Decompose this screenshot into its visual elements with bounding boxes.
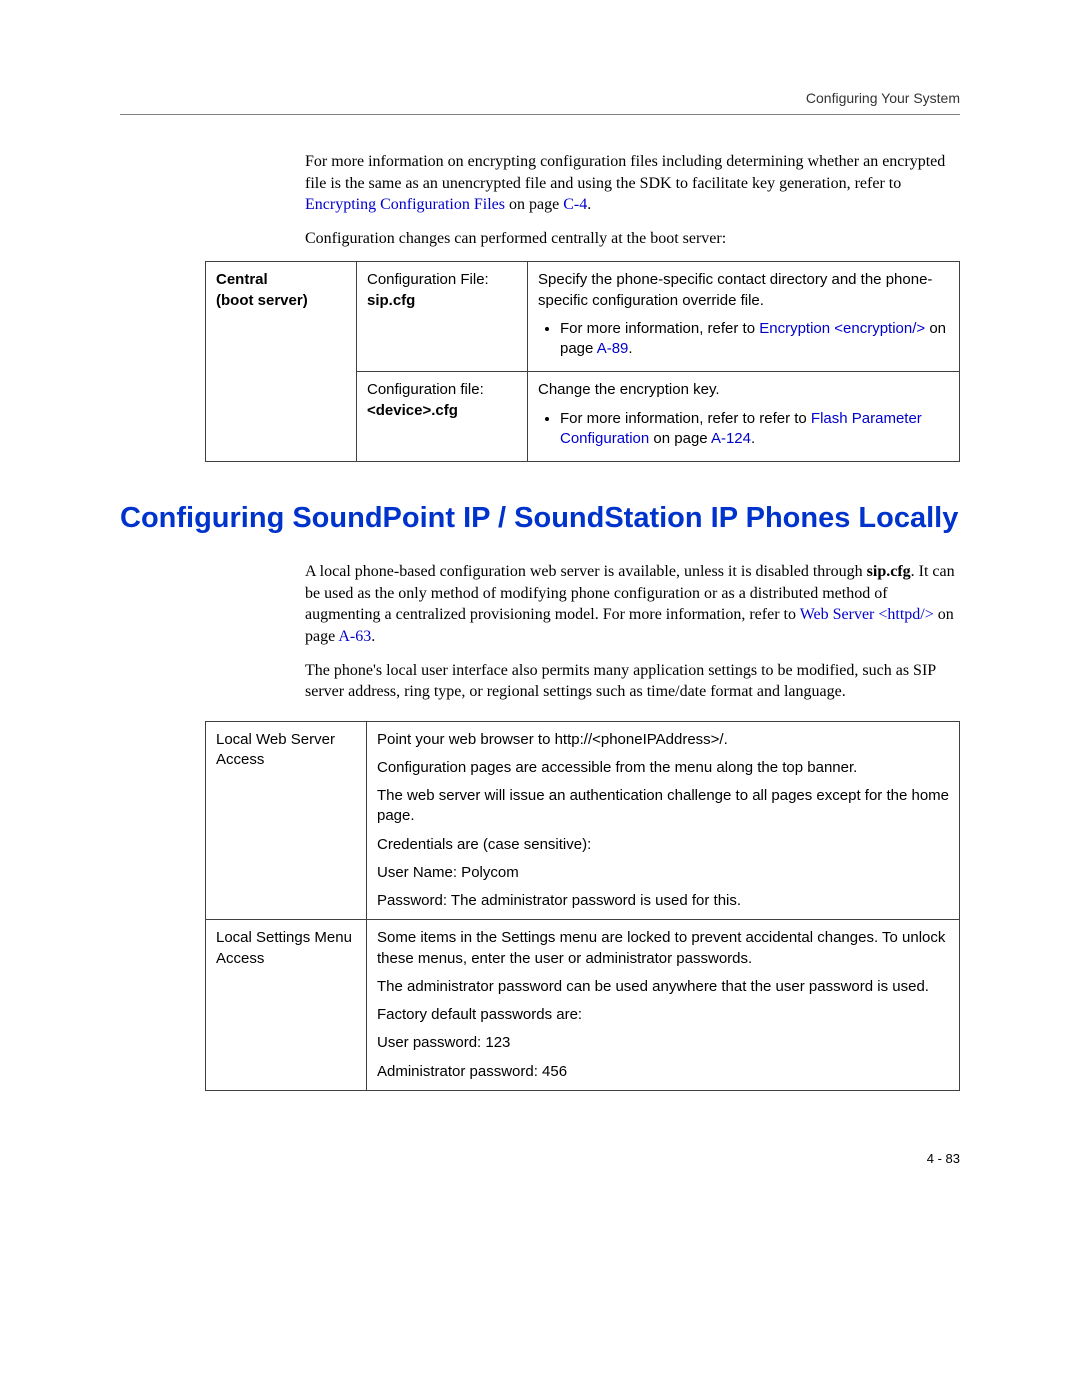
page-ref[interactable]: A-89: [597, 340, 629, 357]
text: sip.cfg: [367, 292, 415, 309]
text: .: [371, 628, 375, 645]
header-rule: [120, 114, 960, 115]
table-row: Local Settings Menu Access Some items in…: [206, 920, 960, 1091]
cell-sipcfg-desc: Specify the phone-specific contact direc…: [528, 262, 960, 372]
text-bold: sip.cfg: [867, 563, 911, 580]
text: Configuration pages are accessible from …: [377, 758, 949, 778]
text: Change the encryption key.: [538, 380, 949, 400]
page-number: 4 - 83: [120, 1151, 960, 1166]
link-encryption[interactable]: Encryption <encryption/>: [759, 320, 925, 337]
text: User Name: Polycom: [377, 863, 949, 883]
text: .: [628, 340, 632, 357]
text: Credentials are (case sensitive):: [377, 835, 949, 855]
page: Configuring Your System For more informa…: [0, 0, 1080, 1226]
text: on page: [649, 430, 711, 447]
cell-sipcfg: Configuration File: sip.cfg: [357, 262, 528, 372]
text: Some items in the Settings menu are lock…: [377, 928, 949, 969]
page-ref[interactable]: C-4: [563, 196, 587, 213]
cell-devicecfg: Configuration file: <device>.cfg: [357, 372, 528, 462]
text: <device>.cfg: [367, 402, 458, 419]
link-web-server[interactable]: Web Server <httpd/>: [800, 606, 934, 623]
text: Password: The administrator password is …: [377, 891, 949, 911]
text: Point your web browser to http://<phoneI…: [377, 730, 949, 750]
text: on page: [505, 196, 563, 213]
config-table-2: Local Web Server Access Point your web b…: [205, 721, 960, 1091]
intro-paragraph-2: Configuration changes can performed cent…: [305, 228, 960, 250]
text: Configuration file:: [367, 381, 484, 398]
text: For more information, refer to refer to: [560, 410, 811, 427]
text: Factory default passwords are:: [377, 1005, 949, 1025]
table-row: Central (boot server) Configuration File…: [206, 262, 960, 372]
section-paragraph-1: A local phone-based configuration web se…: [305, 561, 960, 647]
cell-local-settings-menu: Local Settings Menu Access: [206, 920, 367, 1091]
label: (boot server): [216, 292, 308, 309]
list-item: For more information, refer to refer to …: [560, 409, 949, 450]
table1-wrap: Central (boot server) Configuration File…: [205, 261, 960, 462]
text: The administrator password can be used a…: [377, 977, 949, 997]
intro-paragraph-1: For more information on encrypting confi…: [305, 151, 960, 216]
text: For more information, refer to: [560, 320, 759, 337]
bullet-list: For more information, refer to refer to …: [538, 409, 949, 450]
text: .: [751, 430, 755, 447]
text: The web server will issue an authenticat…: [377, 786, 949, 827]
label: Central: [216, 271, 268, 288]
text: Administrator password: 456: [377, 1062, 949, 1082]
text: .: [587, 196, 591, 213]
text: A local phone-based configuration web se…: [305, 563, 867, 580]
intro-block: For more information on encrypting confi…: [305, 151, 960, 249]
page-ref[interactable]: A-63: [338, 628, 371, 645]
running-header: Configuring Your System: [120, 90, 960, 106]
config-table-1: Central (boot server) Configuration File…: [205, 261, 960, 462]
page-ref[interactable]: A-124: [711, 430, 751, 447]
table-row: Local Web Server Access Point your web b…: [206, 721, 960, 920]
text: User password: 123: [377, 1033, 949, 1053]
cell-local-web-access: Local Web Server Access: [206, 721, 367, 920]
cell-devicecfg-desc: Change the encryption key. For more info…: [528, 372, 960, 462]
text: Specify the phone-specific contact direc…: [538, 270, 949, 311]
section-body: A local phone-based configuration web se…: [305, 561, 960, 703]
cell-local-settings-menu-desc: Some items in the Settings menu are lock…: [367, 920, 960, 1091]
section-paragraph-2: The phone's local user interface also pe…: [305, 660, 960, 703]
section-heading: Configuring SoundPoint IP / SoundStation…: [120, 502, 960, 535]
text: Configuration File:: [367, 271, 489, 288]
text: For more information on encrypting confi…: [305, 153, 945, 192]
table2-wrap: Local Web Server Access Point your web b…: [205, 721, 960, 1091]
cell-central: Central (boot server): [206, 262, 357, 462]
bullet-list: For more information, refer to Encryptio…: [538, 319, 949, 360]
link-encrypting-config-files[interactable]: Encrypting Configuration Files: [305, 196, 505, 213]
list-item: For more information, refer to Encryptio…: [560, 319, 949, 360]
cell-local-web-access-desc: Point your web browser to http://<phoneI…: [367, 721, 960, 920]
